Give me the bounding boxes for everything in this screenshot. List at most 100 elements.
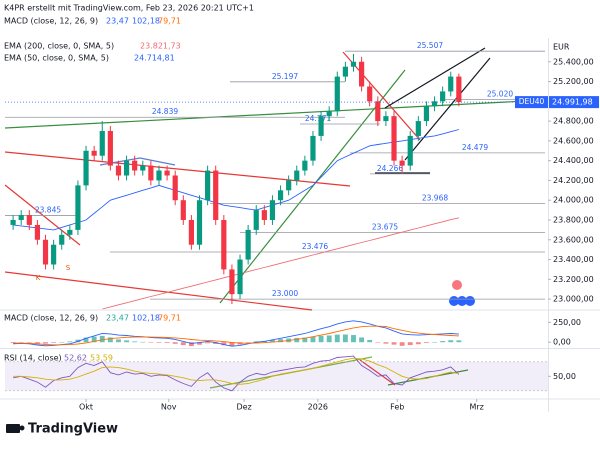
candle-body: [456, 76, 462, 103]
candle-body: [448, 76, 454, 92]
x-tick-label: Okt: [79, 403, 93, 412]
histogram-bar: [456, 340, 462, 343]
histogram-bar: [399, 342, 405, 346]
histogram-bar: [221, 342, 227, 346]
histogram-bar: [43, 342, 48, 344]
y-tick-label: 25.200,00: [553, 77, 594, 86]
level-label: 25.507: [417, 41, 443, 50]
candle-body: [359, 61, 365, 87]
candle-body: [310, 135, 316, 161]
histogram-bar: [229, 342, 235, 346]
legend-name: MACD (close, 12, 26, 9): [4, 17, 98, 26]
level-label: 23.000: [272, 289, 298, 298]
y-tick-label: 25.400,00: [553, 57, 594, 66]
candle-body: [277, 190, 284, 201]
candle-body: [391, 116, 397, 161]
histogram-bar: [51, 342, 57, 343]
candle-body: [164, 170, 170, 176]
price-tag-label: 24.991,98: [552, 98, 593, 107]
pane-value: 79,71: [158, 314, 181, 323]
trendline: [4, 184, 81, 246]
histogram-bar: [107, 337, 113, 343]
legend-value: 102,18: [132, 17, 160, 26]
level-label: 25.197: [272, 72, 298, 81]
candle-body: [205, 170, 211, 201]
histogram-bar: [164, 342, 170, 344]
y-tick-label: 24.600,00: [553, 136, 594, 145]
trendline: [219, 69, 406, 304]
histogram-bar: [407, 342, 413, 346]
y-tick-label: 23.400,00: [553, 255, 594, 264]
header-text: K4PR erstellt mit TradingView.com, Feb 2…: [4, 4, 254, 13]
candle-body: [407, 135, 413, 166]
legend-value: 23.821,73: [140, 42, 181, 51]
histogram-bar: [148, 342, 154, 343]
histogram-bar: [91, 336, 97, 343]
candle-body: [99, 130, 105, 156]
histogram-bar: [310, 336, 316, 343]
candle-body: [59, 234, 65, 245]
histogram-bar: [34, 342, 40, 344]
candle-body: [261, 210, 267, 220]
histogram-bar: [359, 337, 365, 343]
candle-body: [172, 175, 178, 201]
candle-body: [423, 106, 430, 122]
level-label: 24.771: [305, 114, 331, 123]
candle-body: [180, 200, 186, 220]
histogram-bar: [26, 342, 32, 343]
histogram-bar: [205, 342, 211, 344]
x-tick-label: Nov: [161, 403, 177, 412]
candle-body: [431, 101, 438, 107]
candle-body: [440, 91, 446, 102]
indicator-line: [102, 217, 460, 310]
histogram-bar: [140, 341, 146, 343]
candle-body: [415, 121, 421, 136]
pane-value: 23,47: [106, 314, 129, 323]
candle-body: [34, 224, 41, 240]
candle-body: [83, 150, 89, 186]
pane-value: 52,62: [64, 354, 87, 363]
trendline: [359, 359, 396, 386]
legend-value: 24.714,81: [134, 54, 175, 63]
histogram-bar: [188, 342, 194, 347]
logo-mark: [6, 424, 20, 433]
level-label: 25.020: [487, 89, 513, 98]
legend-value: 79,71: [158, 17, 181, 26]
logo-mark: [19, 425, 25, 431]
candle-body: [91, 150, 97, 156]
candle-body: [188, 219, 194, 245]
histogram-bar: [156, 342, 162, 343]
histogram-bar: [334, 334, 340, 343]
event-icon: [465, 296, 475, 306]
histogram-bar: [391, 342, 397, 345]
histogram-bar: [318, 335, 324, 343]
candle-body: [115, 165, 122, 176]
histogram-bar: [270, 339, 275, 343]
histogram-bar: [424, 342, 429, 344]
histogram-bar: [245, 342, 251, 343]
y-tick-label: 23.600,00: [553, 235, 594, 244]
event-icons: [449, 280, 475, 306]
histogram-bar: [448, 340, 454, 343]
candle-body: [253, 210, 259, 230]
histogram-bar: [99, 335, 105, 343]
x-tick-label: 2026: [308, 403, 328, 412]
candle-body: [107, 130, 113, 166]
legend-name: EMA (200, close, 0, SMA, 5): [4, 42, 114, 51]
trendline: [4, 151, 351, 187]
pane-value: 53,59: [90, 354, 113, 363]
histogram-bar: [124, 340, 129, 343]
y-tick-label: 24.000,00: [553, 196, 594, 205]
y-tick-label: 50,00: [553, 372, 576, 381]
y-tick-label: 24.400,00: [553, 156, 594, 165]
candle-body: [326, 111, 332, 117]
candle-body: [132, 160, 138, 171]
y-tick-label: 23.800,00: [553, 215, 594, 224]
candle-body: [123, 160, 130, 176]
event-icon: [452, 280, 462, 290]
histogram-bar: [172, 342, 178, 344]
candle-body: [286, 180, 292, 191]
rsi-band: [5, 361, 548, 391]
histogram-bar: [367, 340, 373, 343]
